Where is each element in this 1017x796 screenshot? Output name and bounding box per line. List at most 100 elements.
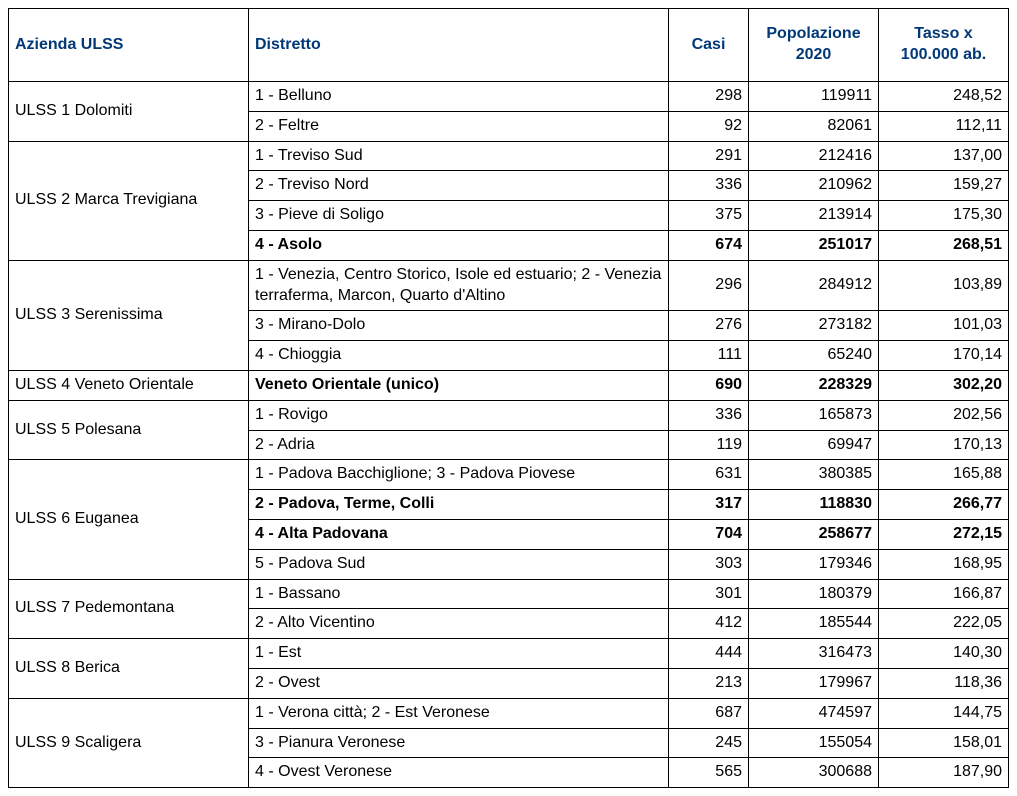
pop-cell: 258677 bbox=[749, 519, 879, 549]
tasso-cell: 248,52 bbox=[879, 82, 1009, 112]
casi-cell: 213 bbox=[669, 668, 749, 698]
distretto-cell: 1 - Padova Bacchiglione; 3 - Padova Piov… bbox=[249, 460, 669, 490]
casi-cell: 336 bbox=[669, 400, 749, 430]
tasso-cell: 222,05 bbox=[879, 609, 1009, 639]
casi-cell: 375 bbox=[669, 201, 749, 231]
table-row: ULSS 5 Polesana1 - Rovigo336165873202,56 bbox=[9, 400, 1009, 430]
distretto-cell: 2 - Treviso Nord bbox=[249, 171, 669, 201]
casi-cell: 92 bbox=[669, 111, 749, 141]
casi-cell: 276 bbox=[669, 311, 749, 341]
tasso-cell: 165,88 bbox=[879, 460, 1009, 490]
table-row: ULSS 6 Euganea1 - Padova Bacchiglione; 3… bbox=[9, 460, 1009, 490]
azienda-cell: ULSS 9 Scaligera bbox=[9, 698, 249, 787]
casi-cell: 298 bbox=[669, 82, 749, 112]
tasso-cell: 144,75 bbox=[879, 698, 1009, 728]
distretto-cell: 1 - Treviso Sud bbox=[249, 141, 669, 171]
tasso-cell: 202,56 bbox=[879, 400, 1009, 430]
table-header: Azienda ULSS Distretto Casi Popolazione … bbox=[9, 9, 1009, 82]
tasso-cell: 118,36 bbox=[879, 668, 1009, 698]
distretto-cell: 3 - Pieve di Soligo bbox=[249, 201, 669, 231]
azienda-cell: ULSS 5 Polesana bbox=[9, 400, 249, 460]
col-popolazione: Popolazione 2020 bbox=[749, 9, 879, 82]
tasso-cell: 137,00 bbox=[879, 141, 1009, 171]
tasso-cell: 170,13 bbox=[879, 430, 1009, 460]
tasso-cell: 140,30 bbox=[879, 639, 1009, 669]
casi-cell: 565 bbox=[669, 758, 749, 788]
casi-cell: 631 bbox=[669, 460, 749, 490]
table-row: ULSS 8 Berica1 - Est444316473140,30 bbox=[9, 639, 1009, 669]
pop-cell: 213914 bbox=[749, 201, 879, 231]
tasso-cell: 112,11 bbox=[879, 111, 1009, 141]
casi-cell: 444 bbox=[669, 639, 749, 669]
table-row: ULSS 4 Veneto OrientaleVeneto Orientale … bbox=[9, 370, 1009, 400]
azienda-cell: ULSS 3 Serenissima bbox=[9, 260, 249, 370]
tasso-cell: 268,51 bbox=[879, 230, 1009, 260]
tasso-cell: 187,90 bbox=[879, 758, 1009, 788]
pop-cell: 69947 bbox=[749, 430, 879, 460]
pop-cell: 65240 bbox=[749, 341, 879, 371]
tasso-cell: 158,01 bbox=[879, 728, 1009, 758]
pop-cell: 179346 bbox=[749, 549, 879, 579]
tasso-cell: 272,15 bbox=[879, 519, 1009, 549]
tasso-cell: 103,89 bbox=[879, 260, 1009, 311]
casi-cell: 303 bbox=[669, 549, 749, 579]
table-row: ULSS 7 Pedemontana1 - Bassano30118037916… bbox=[9, 579, 1009, 609]
pop-cell: 316473 bbox=[749, 639, 879, 669]
pop-cell: 380385 bbox=[749, 460, 879, 490]
distretto-cell: 5 - Padova Sud bbox=[249, 549, 669, 579]
distretto-cell: 1 - Bassano bbox=[249, 579, 669, 609]
table-row: ULSS 3 Serenissima1 - Venezia, Centro St… bbox=[9, 260, 1009, 311]
pop-cell: 284912 bbox=[749, 260, 879, 311]
casi-cell: 704 bbox=[669, 519, 749, 549]
pop-cell: 300688 bbox=[749, 758, 879, 788]
distretto-cell: 1 - Verona città; 2 - Est Veronese bbox=[249, 698, 669, 728]
tasso-cell: 302,20 bbox=[879, 370, 1009, 400]
azienda-cell: ULSS 4 Veneto Orientale bbox=[9, 370, 249, 400]
distretto-cell: 2 - Adria bbox=[249, 430, 669, 460]
tasso-cell: 166,87 bbox=[879, 579, 1009, 609]
pop-cell: 251017 bbox=[749, 230, 879, 260]
casi-cell: 687 bbox=[669, 698, 749, 728]
pop-cell: 212416 bbox=[749, 141, 879, 171]
distretto-cell: 4 - Alta Padovana bbox=[249, 519, 669, 549]
casi-cell: 119 bbox=[669, 430, 749, 460]
tasso-cell: 175,30 bbox=[879, 201, 1009, 231]
azienda-cell: ULSS 6 Euganea bbox=[9, 460, 249, 579]
pop-cell: 155054 bbox=[749, 728, 879, 758]
pop-cell: 82061 bbox=[749, 111, 879, 141]
distretto-cell: 1 - Rovigo bbox=[249, 400, 669, 430]
azienda-cell: ULSS 2 Marca Trevigiana bbox=[9, 141, 249, 260]
pop-cell: 185544 bbox=[749, 609, 879, 639]
tasso-cell: 159,27 bbox=[879, 171, 1009, 201]
distretto-cell: 1 - Venezia, Centro Storico, Isole ed es… bbox=[249, 260, 669, 311]
pop-cell: 118830 bbox=[749, 490, 879, 520]
casi-cell: 690 bbox=[669, 370, 749, 400]
pop-cell: 474597 bbox=[749, 698, 879, 728]
azienda-cell: ULSS 1 Dolomiti bbox=[9, 82, 249, 142]
col-distretto: Distretto bbox=[249, 9, 669, 82]
distretto-cell: 4 - Ovest Veronese bbox=[249, 758, 669, 788]
pop-cell: 273182 bbox=[749, 311, 879, 341]
tasso-cell: 168,95 bbox=[879, 549, 1009, 579]
azienda-cell: ULSS 7 Pedemontana bbox=[9, 579, 249, 639]
distretto-cell: 2 - Feltre bbox=[249, 111, 669, 141]
table-row: ULSS 1 Dolomiti1 - Belluno298119911248,5… bbox=[9, 82, 1009, 112]
distretto-cell: 1 - Belluno bbox=[249, 82, 669, 112]
pop-cell: 165873 bbox=[749, 400, 879, 430]
table-row: ULSS 9 Scaligera1 - Verona città; 2 - Es… bbox=[9, 698, 1009, 728]
distretto-cell: Veneto Orientale (unico) bbox=[249, 370, 669, 400]
casi-cell: 296 bbox=[669, 260, 749, 311]
pop-cell: 119911 bbox=[749, 82, 879, 112]
tasso-cell: 266,77 bbox=[879, 490, 1009, 520]
col-tasso: Tasso x 100.000 ab. bbox=[879, 9, 1009, 82]
distretto-cell: 3 - Pianura Veronese bbox=[249, 728, 669, 758]
casi-cell: 245 bbox=[669, 728, 749, 758]
table-row: ULSS 2 Marca Trevigiana1 - Treviso Sud29… bbox=[9, 141, 1009, 171]
casi-cell: 111 bbox=[669, 341, 749, 371]
casi-cell: 674 bbox=[669, 230, 749, 260]
distretto-cell: 2 - Padova, Terme, Colli bbox=[249, 490, 669, 520]
pop-cell: 210962 bbox=[749, 171, 879, 201]
casi-cell: 291 bbox=[669, 141, 749, 171]
pop-cell: 179967 bbox=[749, 668, 879, 698]
ulss-data-table: Azienda ULSS Distretto Casi Popolazione … bbox=[8, 8, 1009, 788]
